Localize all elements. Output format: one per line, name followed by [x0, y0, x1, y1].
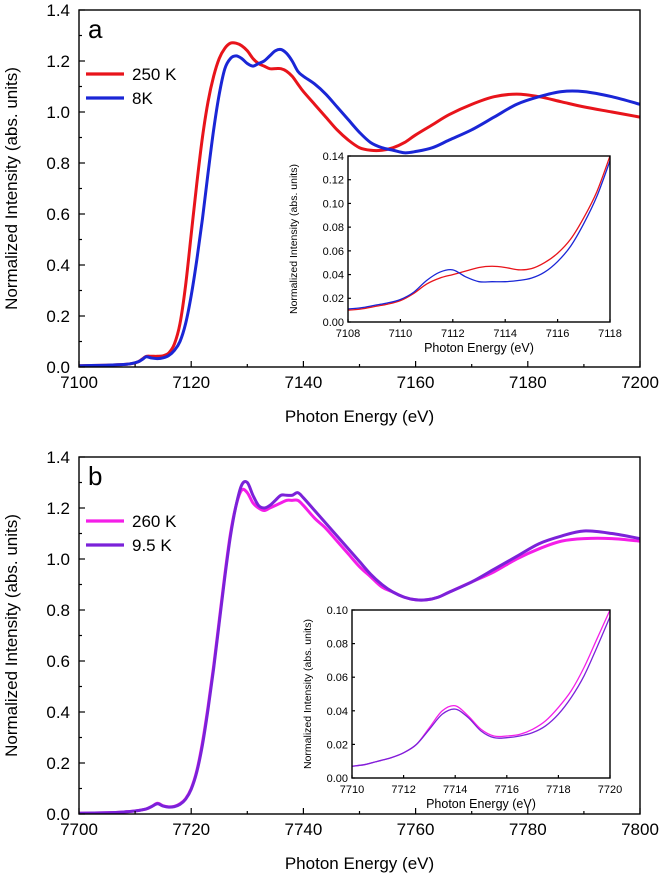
- x-tick-label-a-main: 7100: [60, 373, 98, 392]
- y-tick-label-b-main: 1.4: [46, 448, 70, 467]
- chart-a-main: 7100 7120 7140 7160 7180 7200 0.0 0.2 0.4 0.6 0.8 1…: [2, 1, 659, 426]
- y-tick-label-b-main: 0.4: [46, 703, 70, 722]
- y-tick-label-a-main: 1.2: [46, 52, 70, 71]
- x-tick-label-b-inset: 7714: [443, 784, 467, 796]
- y-tick-label-a-inset: 0.06: [323, 246, 344, 258]
- x-axis-title-b-inset: Photon Energy (eV): [426, 797, 536, 811]
- x-tick-label-a-inset: 7116: [546, 328, 570, 340]
- x-tick-label-b-inset: 7712: [391, 784, 415, 796]
- x-tick-label-b-inset: 7720: [598, 784, 622, 796]
- y-tick-label-b-inset: 0.10: [327, 605, 348, 617]
- x-tick-label-b-inset: 7716: [495, 784, 519, 796]
- y-tick-label-b-inset: 0.00: [327, 773, 348, 785]
- y-tick-label-b-inset: 0.08: [327, 639, 348, 651]
- series-line-a-main-0: [79, 41, 640, 367]
- series-line-a-main-1: [79, 47, 640, 367]
- x-tick-label-a-inset: 7114: [493, 328, 517, 340]
- inset-background: [352, 610, 610, 778]
- y-tick-label-a-inset: 0.12: [323, 175, 344, 187]
- y-tick-label-b-inset: 0.02: [327, 739, 348, 751]
- chart-a-inset: 7108 7110 7112 7114 7116 7118 0.00 0.02 0.04 0.06…: [288, 151, 622, 355]
- x-axis-title-a-inset: Photon Energy (eV): [424, 341, 534, 355]
- y-tick-label-a-main: 0.0: [46, 358, 70, 377]
- y-tick-label-a-main: 0.6: [46, 205, 70, 224]
- chart-b-inset: 7710 7712 7714 7716 7718 7720 0.00 0.02 0.04 0.06…: [302, 605, 622, 811]
- x-tick-label-b-main: 7760: [397, 820, 435, 839]
- y-axis-title-b-inset: Normalized Intensity (abs. units): [302, 619, 314, 769]
- series-line-b-main-1: [79, 480, 640, 814]
- inset-background: [348, 156, 610, 322]
- y-tick-label-a-main: 1.0: [46, 103, 70, 122]
- y-tick-label-a-main: 0.4: [46, 256, 70, 275]
- x-tick-label-a-inset: 7118: [598, 328, 622, 340]
- y-tick-label-b-main: 1.0: [46, 550, 70, 569]
- y-tick-label-a-inset: 0.02: [323, 293, 344, 305]
- legend-label-b-main-1: 9.5 K: [132, 536, 172, 555]
- x-tick-label-a-inset: 7110: [389, 328, 413, 340]
- series-line-b-inset-1: [352, 616, 610, 767]
- legend-label-a-main-0: 250 K: [132, 65, 177, 84]
- x-tick-label-b-main: 7740: [284, 820, 322, 839]
- y-tick-label-b-main: 0.6: [46, 652, 70, 671]
- y-tick-label-b-main: 0.2: [46, 754, 70, 773]
- x-tick-label-a-main: 7180: [509, 373, 547, 392]
- y-axis-title-a-main: Normalized Intensity (abs. units): [2, 67, 21, 310]
- y-tick-label-b-inset: 0.06: [327, 672, 348, 684]
- plot-frame-b-inset: [351, 609, 611, 779]
- y-tick-label-a-main: 0.8: [46, 154, 70, 173]
- series-line-a-inset-0: [348, 156, 610, 311]
- x-axis-title-b-main: Photon Energy (eV): [285, 854, 434, 873]
- y-tick-label-b-main: 0.0: [46, 805, 70, 824]
- y-tick-label-b-inset: 0.04: [327, 706, 348, 718]
- y-tick-label-a-main: 1.4: [46, 1, 70, 20]
- x-axis-title-a-main: Photon Energy (eV): [285, 407, 434, 426]
- legend-label-b-main-0: 260 K: [132, 512, 177, 531]
- plot-frame-a-inset: [347, 155, 611, 323]
- y-tick-label-b-main: 0.8: [46, 601, 70, 620]
- x-tick-label-b-main: 7700: [60, 820, 98, 839]
- x-tick-label-a-main: 7120: [172, 373, 210, 392]
- y-tick-label-a-inset: 0.04: [323, 270, 344, 282]
- panel-label-a-main: a: [88, 14, 103, 44]
- x-tick-label-b-inset: 7718: [546, 784, 570, 796]
- y-axis-title-b-main: Normalized Intensity (abs. units): [2, 514, 21, 757]
- y-tick-label-a-inset: 0.14: [323, 151, 344, 163]
- series-line-a-inset-1: [348, 160, 610, 310]
- x-tick-label-a-main: 7140: [284, 373, 322, 392]
- y-tick-label-a-inset: 0.08: [323, 222, 344, 234]
- x-tick-label-b-inset: 7710: [340, 784, 364, 796]
- y-tick-label-b-main: 1.2: [46, 499, 70, 518]
- legend-label-a-main-1: 8K: [132, 89, 153, 108]
- x-tick-label-b-main: 7800: [621, 820, 659, 839]
- x-tick-label-a-main: 7160: [397, 373, 435, 392]
- x-tick-label-b-main: 7720: [172, 820, 210, 839]
- x-tick-label-a-main: 7200: [621, 373, 659, 392]
- y-tick-label-a-inset: 0.00: [323, 317, 344, 329]
- panel-label-b-main: b: [88, 461, 102, 491]
- x-tick-label-a-inset: 7108: [336, 328, 360, 340]
- y-tick-label-a-main: 0.2: [46, 307, 70, 326]
- y-axis-title-a-inset: Normalized Intensity (abs. units): [288, 164, 300, 314]
- y-tick-label-a-inset: 0.10: [323, 198, 344, 210]
- x-tick-label-a-inset: 7112: [441, 328, 465, 340]
- x-tick-label-b-main: 7780: [509, 820, 547, 839]
- chart-b-main: 7700 7720 7740 7760 7780 7800 0.0 0.2 0.4 0.6 0.8 1…: [2, 448, 659, 873]
